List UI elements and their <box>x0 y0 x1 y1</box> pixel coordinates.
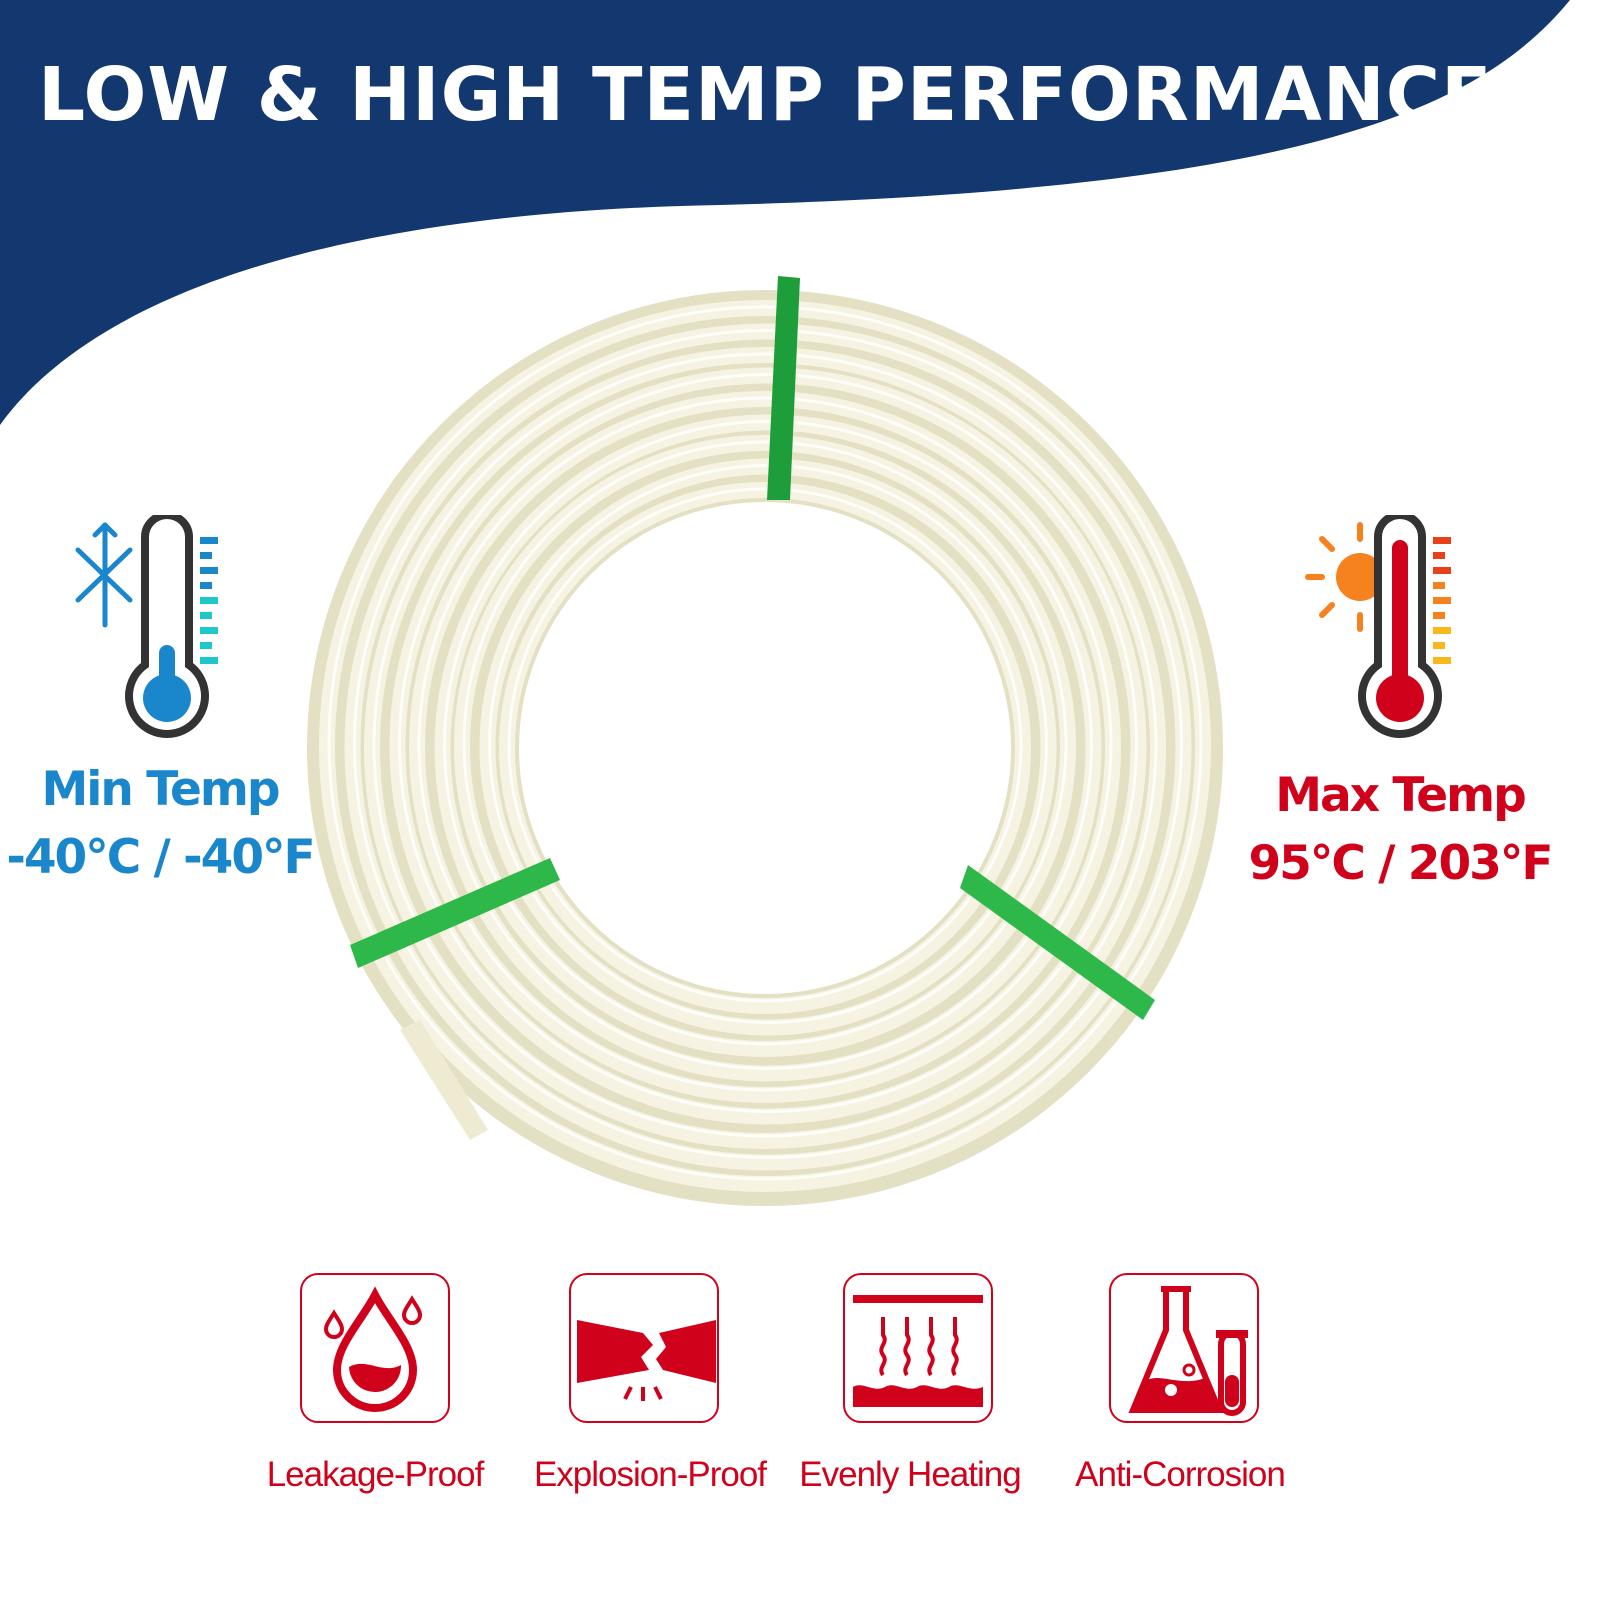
tube-highlight <box>353 329 1183 1159</box>
tube-highlight <box>327 305 1203 1181</box>
chemical-flask-icon <box>1128 1286 1248 1416</box>
tube-highlight <box>488 464 1048 1024</box>
broken-pipe-icon <box>577 1320 716 1401</box>
max-temp-value: 95°C / 203°F <box>1248 836 1553 891</box>
header-wave <box>0 0 1570 425</box>
max-temp-label: Max Temp <box>1275 768 1526 823</box>
tube-highlight <box>398 373 1138 1113</box>
green-strap <box>767 276 800 500</box>
green-strap <box>960 865 1155 1020</box>
tube-end <box>400 1020 488 1140</box>
feature-label: Evenly Heating <box>799 1455 1021 1494</box>
feature-leakage-proof <box>300 1273 450 1423</box>
feature-evenly-heating <box>843 1273 993 1423</box>
heat-waves-icon <box>853 1295 983 1407</box>
feature-explosion-proof <box>569 1273 719 1423</box>
feature-label: Leakage-Proof <box>266 1455 485 1494</box>
tube-highlight <box>462 440 1068 1046</box>
feature-label: Explosion-Proof <box>533 1455 767 1494</box>
tube-highlight <box>443 420 1093 1070</box>
tube-coil-image <box>307 276 1223 1206</box>
green-strap <box>350 858 560 968</box>
min-temp-value: -40°C / -40°F <box>6 830 315 885</box>
page-title: LOW & HIGH TEMP PERFORMANCE <box>38 52 1493 138</box>
feature-anti-corrosion <box>1109 1273 1259 1423</box>
tube-highlight <box>372 352 1158 1138</box>
hot-thermometer-icon <box>1305 515 1451 738</box>
cold-thermometer-icon <box>75 515 218 738</box>
min-temp-label: Min Temp <box>41 762 280 817</box>
tube-highlight <box>417 396 1113 1092</box>
tube-loop <box>499 482 1031 1014</box>
tube-highlight <box>507 487 1023 1003</box>
water-drop-icon <box>323 1286 423 1412</box>
feature-label: Anti-Corrosion <box>1075 1455 1286 1494</box>
